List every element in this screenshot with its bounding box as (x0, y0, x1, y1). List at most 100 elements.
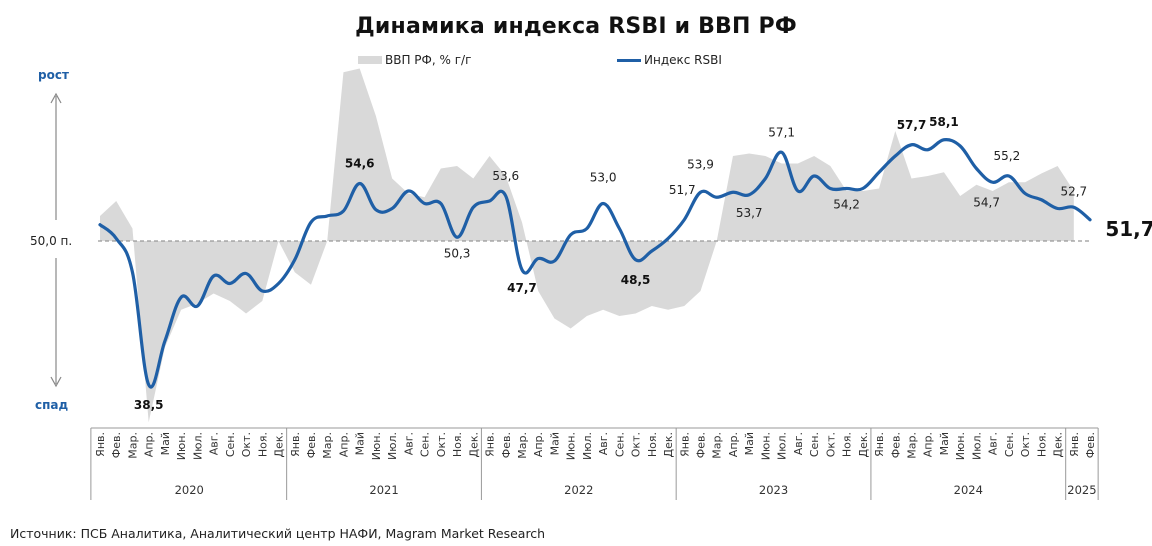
data-label: 47,7 (507, 281, 537, 295)
x-tick-month: Фев. (110, 432, 123, 458)
x-tick-month: Апр. (143, 432, 156, 457)
x-tick-year: 2024 (954, 483, 983, 497)
x-tick-month: Июл. (970, 432, 983, 460)
data-label: 54,6 (345, 157, 375, 171)
direction-arrows (50, 92, 62, 388)
gdp-area-swatch-icon (358, 56, 382, 64)
x-tick-month: Июл. (386, 432, 399, 460)
x-tick-month: Сен. (419, 432, 432, 457)
x-tick-month: Фев. (305, 432, 318, 458)
x-tick-month: Июн. (565, 432, 578, 460)
x-tick-month: Апр. (337, 432, 350, 457)
decline-label: спад (35, 398, 69, 412)
x-tick-month: Янв. (484, 432, 497, 457)
growth-label: рост (38, 68, 69, 82)
x-tick-month: Авг. (987, 432, 1000, 455)
legend-item-gdp: ВВП РФ, % г/г (358, 53, 471, 67)
source-note: Источник: ПСБ Аналитика, Аналитический ц… (10, 526, 546, 541)
reference-level-label: 50,0 п. (30, 234, 73, 248)
data-label: 57,7 (897, 118, 927, 132)
x-tick-month: Апр. (922, 432, 935, 457)
x-tick-month: Май (159, 432, 172, 455)
x-tick-month: Дек. (857, 432, 870, 458)
data-label: 58,1 (929, 115, 959, 129)
legend-gdp-label: ВВП РФ, % г/г (385, 53, 472, 67)
x-tick-month: Ноя. (451, 432, 464, 457)
x-tick-month: Янв. (289, 432, 302, 457)
data-labels: 38,5 54,6 50,3 53,6 47,7 53,0 48,5 51,7 53,9 53,7… (134, 115, 1152, 412)
x-tick-year: 2025 (1067, 483, 1096, 497)
chart-title: Динамика индекса RSBI и ВВП РФ (355, 14, 797, 39)
x-tick-month: Мар. (321, 432, 334, 459)
x-axis: Янв. Фев. Мар. Апр. Май Июн. Июл. Авг. Сен. Окт. Н… (90, 427, 1099, 500)
x-tick-month: Ноя. (256, 432, 269, 457)
x-tick-year: 2022 (564, 483, 593, 497)
legend-rsbi-label: Индекс RSBI (644, 53, 722, 67)
x-tick-month: Июн. (370, 432, 383, 460)
x-tick-month: Май (938, 432, 951, 455)
x-tick-month: Сен. (808, 432, 821, 457)
data-label: 54,2 (833, 198, 860, 212)
rsbi-line (98, 138, 1092, 389)
x-tick-month: Янв. (1068, 432, 1081, 457)
x-tick-year: 2020 (175, 483, 204, 497)
x-tick-month: Июн. (954, 432, 967, 460)
x-tick-month: Июл. (581, 432, 594, 460)
x-tick-month: Окт. (435, 432, 448, 457)
x-tick-month: Авг. (597, 432, 610, 455)
x-tick-month: Ноя. (841, 432, 854, 457)
x-tick-month: Янв. (678, 432, 691, 457)
x-tick-month: Июл. (776, 432, 789, 460)
x-tick-month: Дек. (662, 432, 675, 458)
data-label: 50,3 (444, 246, 471, 260)
data-label: 53,0 (590, 171, 617, 185)
rsbi-line-swatch-icon (617, 58, 641, 62)
data-label: 48,5 (621, 273, 651, 287)
x-tick-month: Янв. (873, 432, 886, 457)
data-label: 53,7 (736, 206, 763, 220)
x-tick-month: Авг. (402, 432, 415, 455)
data-label: 51,7 (1105, 217, 1152, 241)
data-label: 55,2 (994, 149, 1021, 163)
x-tick-month: Мар. (711, 432, 724, 459)
x-tick-month: Май (743, 432, 756, 455)
x-tick-month: Сен. (613, 432, 626, 457)
x-tick-month: Мар. (126, 432, 139, 459)
x-tick-month: Дек. (467, 432, 480, 458)
data-label: 38,5 (134, 398, 164, 412)
x-tick-month: Ноя. (646, 432, 659, 457)
data-label: 53,9 (687, 157, 714, 171)
x-tick-month: Фев. (695, 432, 708, 458)
data-label: 57,1 (768, 125, 795, 139)
x-tick-month: Фев. (500, 432, 513, 458)
x-tick-month: Сен. (224, 432, 237, 457)
data-label: 52,7 (1060, 184, 1087, 198)
x-tick-month: Ноя. (1035, 432, 1048, 457)
legend-item-rsbi: Индекс RSBI (617, 53, 722, 67)
data-label: 53,6 (492, 169, 519, 183)
x-tick-month: Апр. (532, 432, 545, 457)
data-label: 51,7 (669, 183, 696, 197)
x-tick-month: Июн. (175, 432, 188, 460)
x-tick-year: 2021 (369, 483, 398, 497)
x-tick-month: Авг. (208, 432, 221, 455)
x-tick-month: Окт. (824, 432, 837, 457)
x-tick-month: Май (548, 432, 561, 455)
gdp-area (100, 68, 1074, 423)
x-tick-month: Дек. (1052, 432, 1065, 458)
x-tick-month: Авг. (792, 432, 805, 455)
x-tick-year: 2023 (759, 483, 788, 497)
x-tick-month: Июл. (191, 432, 204, 460)
x-tick-month: Дек. (273, 432, 286, 458)
x-tick-month: Фев. (1084, 432, 1097, 458)
x-tick-month: Мар. (906, 432, 919, 459)
x-tick-month: Янв. (94, 432, 107, 457)
x-tick-month: Июн. (759, 432, 772, 460)
x-tick-month: Окт. (630, 432, 643, 457)
x-tick-month: Мар. (516, 432, 529, 459)
x-tick-month: Май (354, 432, 367, 455)
x-tick-month: Апр. (727, 432, 740, 457)
data-label: 54,7 (973, 195, 1000, 209)
x-tick-month: Окт. (1019, 432, 1032, 457)
